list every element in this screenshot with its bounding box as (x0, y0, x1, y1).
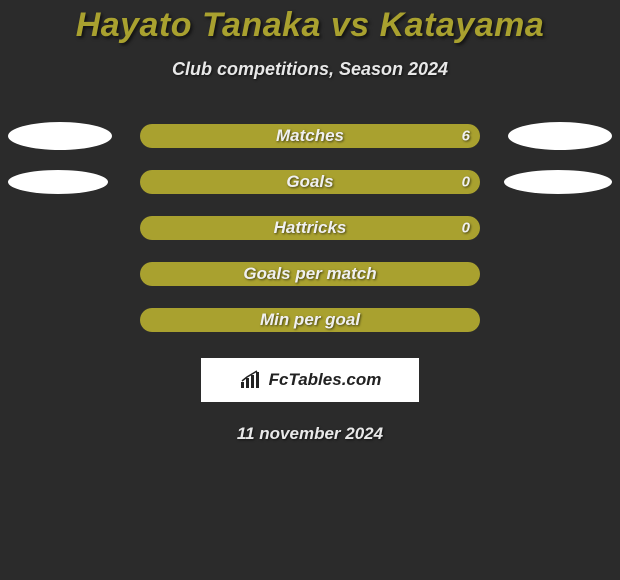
stat-label: Goals (286, 172, 333, 192)
stat-label: Hattricks (274, 218, 347, 238)
stat-bar: Min per goal (140, 308, 480, 332)
stat-row: Min per goal (0, 308, 620, 332)
stat-value: 0 (462, 220, 470, 237)
stat-bar: Goals per match (140, 262, 480, 286)
player-left-marker (8, 122, 112, 150)
page-subtitle: Club competitions, Season 2024 (0, 59, 620, 80)
stat-label: Min per goal (260, 310, 360, 330)
source-badge: FcTables.com (201, 358, 419, 402)
player-right-marker (504, 170, 612, 194)
source-badge-text: FcTables.com (269, 370, 382, 390)
chart-icon (239, 370, 263, 390)
player-left-marker (8, 170, 108, 194)
footer-date: 11 november 2024 (0, 424, 620, 444)
stat-row: Matches 6 (0, 124, 620, 148)
stat-label: Matches (276, 126, 344, 146)
stat-row: Goals per match (0, 262, 620, 286)
stat-label: Goals per match (243, 264, 376, 284)
stat-row: Hattricks 0 (0, 216, 620, 240)
player-right-marker (508, 122, 612, 150)
stat-row: Goals 0 (0, 170, 620, 194)
comparison-container: Hayato Tanaka vs Katayama Club competiti… (0, 0, 620, 580)
stat-value: 6 (462, 128, 470, 145)
stat-bar: Matches 6 (140, 124, 480, 148)
stat-bar: Hattricks 0 (140, 216, 480, 240)
stat-value: 0 (462, 174, 470, 191)
stat-rows: Matches 6 Goals 0 Hattricks 0 Goals per … (0, 124, 620, 332)
stat-bar: Goals 0 (140, 170, 480, 194)
page-title: Hayato Tanaka vs Katayama (0, 6, 620, 45)
